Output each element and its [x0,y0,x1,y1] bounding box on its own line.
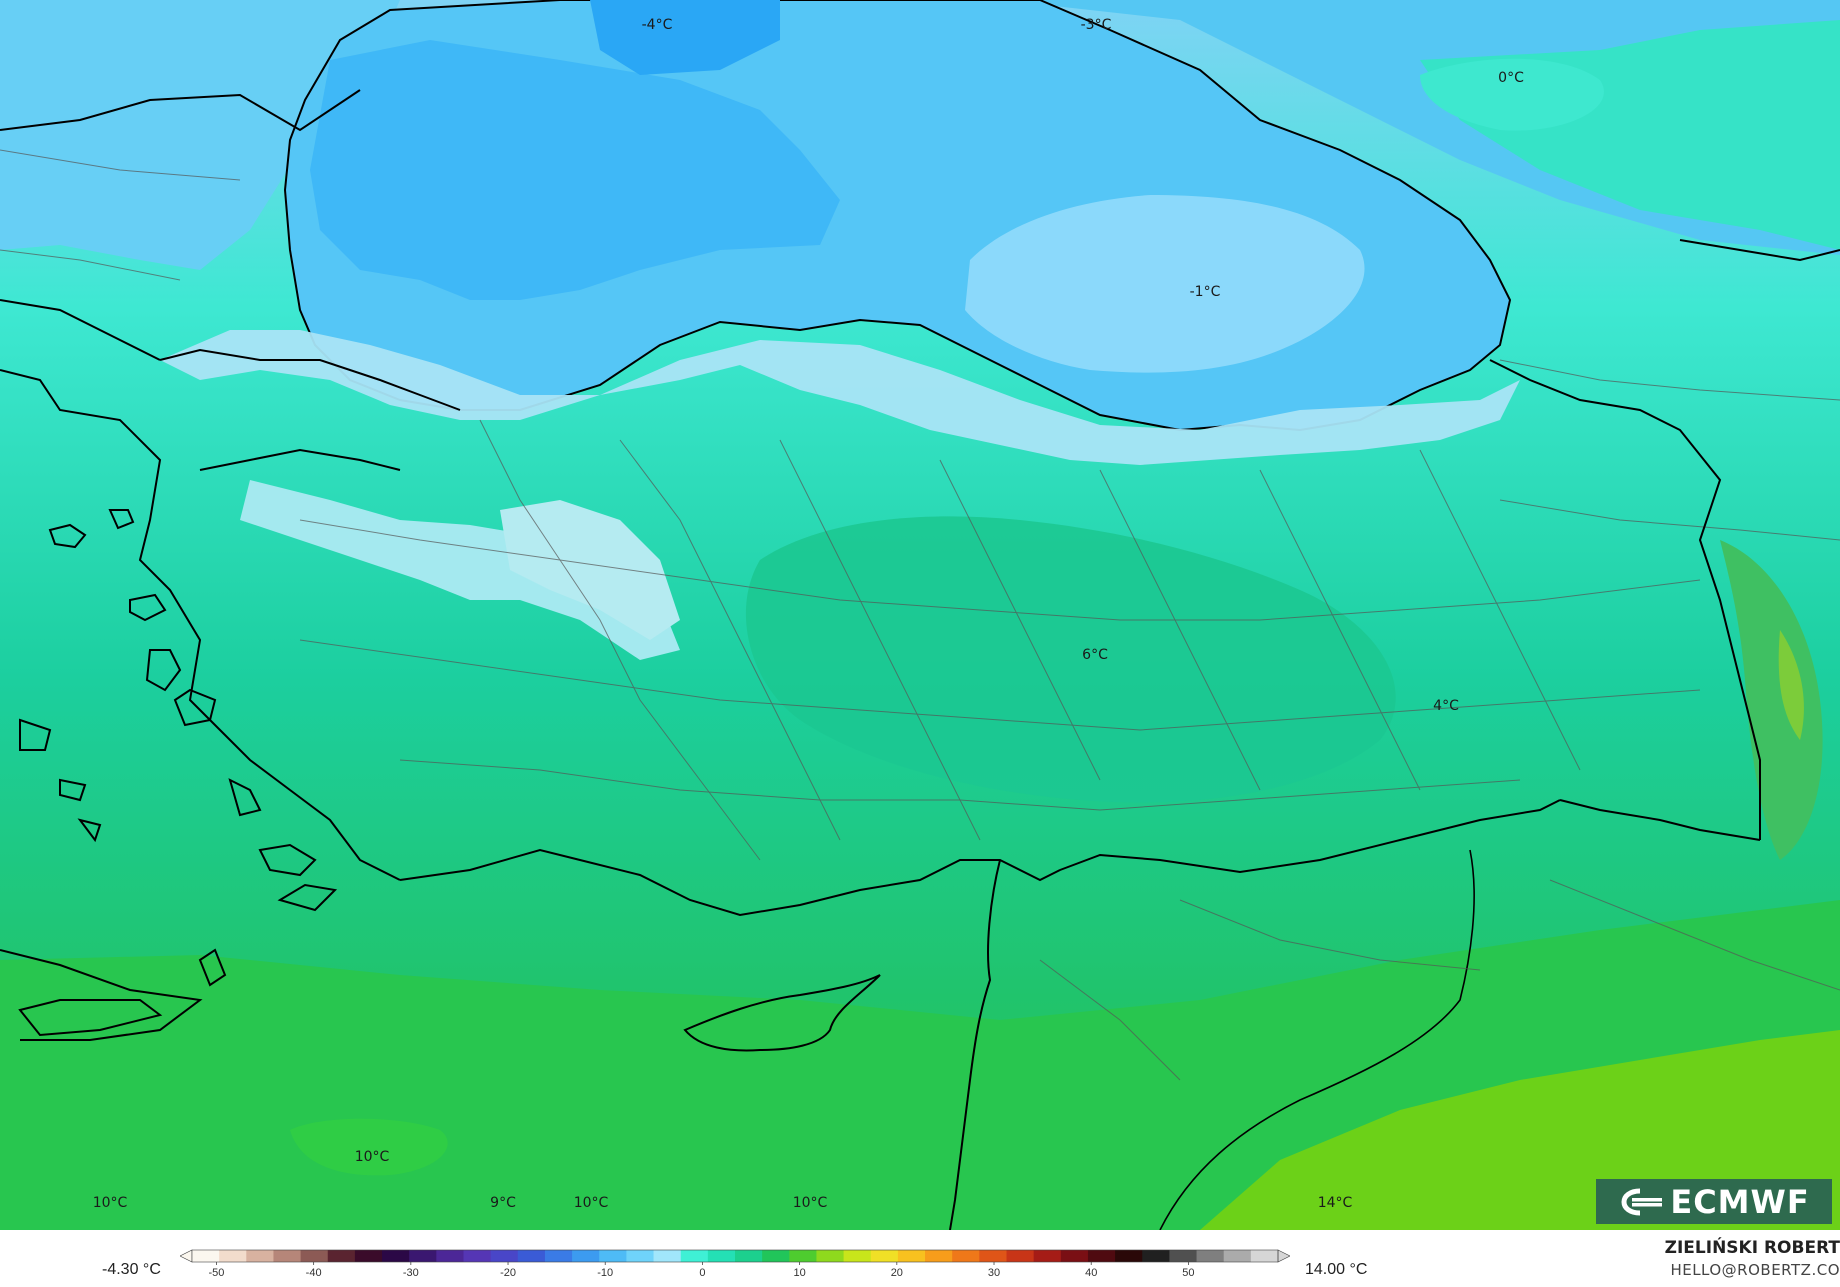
colorbar-segment [707,1250,736,1262]
aegean-islands [18,509,338,1037]
colorbar-outline [191,1249,1279,1263]
colorbar-segment [1223,1250,1252,1262]
colorbar-segment [735,1250,763,1262]
colorbar-tick-label: 30 [988,1267,1000,1278]
colorbar-segment [1060,1250,1089,1262]
colorbar-segment [327,1250,356,1262]
temperature-label: 0°C [1498,70,1524,86]
colorbar-tick-label: -10 [597,1267,613,1278]
colorbar-segment [979,1250,1007,1262]
temperature-label: -4°C [641,17,673,33]
ecmwf-logo: ECMWF [1596,1179,1832,1224]
northern-cold-zone [0,0,1840,255]
black-sea-warm-core [965,195,1365,373]
colorbar-segment [680,1250,709,1262]
colorbar-segment [409,1250,437,1262]
temperature-label: 14°C [1317,1195,1353,1211]
colorbar-segment [789,1250,817,1262]
syria-iraq-border [1159,849,1475,1230]
temperature-label: 10°C [354,1149,390,1165]
black-sea-cold-core-west [310,40,840,300]
colorbar-tick-label: 40 [1085,1267,1097,1278]
marmara-coast [159,348,461,471]
colorbar-segment [382,1250,410,1262]
colorbar-segment [1142,1250,1170,1262]
temperature-label: 4°C [1433,698,1459,714]
max-temperature-label: 14.00 °C [1305,1261,1368,1278]
cyprus [683,974,881,1052]
temperature-label: 6°C [1082,647,1108,663]
colorbar-segment [490,1250,519,1262]
northwest-cold-zone [0,0,400,270]
interior-light-zone [500,500,680,640]
colorbar-segment [1196,1250,1225,1262]
colorbar-tick-label: 50 [1182,1267,1194,1278]
temperature-label: 10°C [92,1195,128,1211]
colorbar-segment [1169,1250,1198,1262]
colorbar-tick-label: 10 [793,1267,805,1278]
colorbar-tick-label: -50 [208,1267,224,1278]
colorbar-segment [544,1250,573,1262]
black-sea-cold-core-north [590,0,780,75]
temperature-label: 10°C [573,1195,609,1211]
colorbar-max-arrow [1277,1249,1290,1263]
colorbar-segment [436,1250,464,1262]
marmara-cold-band [160,330,1520,465]
turkey-south-coast [0,799,1561,1041]
interior-warm-zone [745,516,1396,803]
colorbar-segment [925,1250,953,1262]
colorbar-segment [870,1250,899,1262]
colorbar-segment [762,1250,790,1262]
colorbar-segment [653,1250,682,1262]
temperature-map [0,0,1840,1230]
country-borders [0,89,1840,841]
levant-coast [949,859,1001,1230]
colorbar-segment [626,1250,655,1262]
colorbar-segment [517,1250,546,1262]
eastern-warm-core [1778,630,1804,740]
author-credit: ZIELIŃSKI ROBERT HELLO@ROBERTZ.CO [1665,1238,1840,1279]
colorbar-segment [1250,1250,1279,1262]
colorbar-segment [1006,1250,1035,1262]
colorbar-segment [897,1250,926,1262]
temperature-label: -3°C [1080,17,1112,33]
colorbar-tick-label: 0 [699,1267,705,1278]
colorbar-segment [1033,1250,1062,1262]
colorbar-tick-label: -30 [403,1267,419,1278]
colorbar-segment [463,1250,492,1262]
colorbar-segment [816,1250,845,1262]
min-temperature-label: -4.30 °C [102,1261,161,1278]
colorbar-segment [843,1250,872,1262]
colorbar-segment [572,1250,600,1262]
administrative-boundaries [0,149,1840,1081]
colorbar-segment [599,1250,627,1262]
author-name: ZIELIŃSKI ROBERT [1664,1238,1840,1258]
temperature-label: -1°C [1189,284,1221,300]
temperature-label: 9°C [490,1195,516,1211]
colorbar-segment [1087,1250,1116,1262]
anatolia-cold-tongue [240,480,680,660]
colorbar-tick-label: 20 [891,1267,903,1278]
colorbar-segment [273,1250,302,1262]
temperature-label: 10°C [792,1195,828,1211]
colorbar-segment [246,1250,274,1262]
colorbar-tick-label: -20 [500,1267,516,1278]
eastern-warm-strip [1720,540,1823,860]
colorbar-segment [1115,1250,1143,1262]
author-email: HELLO@ROBERTZ.CO [1670,1261,1840,1279]
temperature-colorbar: -50 -40 -30 -20 -10 0 10 20 30 40 50 [180,1249,1290,1278]
northeast-pocket [1420,58,1604,131]
ecmwf-logo-text: ECMWF [1670,1182,1810,1221]
colorbar-tick-label: -40 [306,1267,322,1278]
south-warm-pocket [290,1118,448,1176]
ecmwf-mark-icon [1621,1188,1663,1215]
colorbar-segment [952,1250,980,1262]
colorbar-segment [354,1250,383,1262]
aegean-coast [0,369,401,881]
colorbar-segment [300,1250,329,1262]
colorbar-segment [219,1250,247,1262]
colorbar-min-arrow [180,1249,193,1263]
colorbar-segment [192,1250,220,1262]
